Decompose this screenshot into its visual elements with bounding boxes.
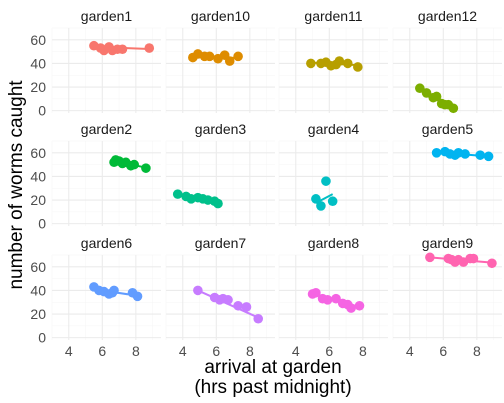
- x-tick-label: 8: [132, 343, 140, 359]
- facet-panel-garden11: garden11: [278, 8, 388, 113]
- facet-panel-garden6: garden6: [51, 235, 161, 340]
- facet-panel-garden5: garden5: [392, 121, 502, 226]
- y-tick-label: 40: [30, 55, 46, 71]
- data-point: [141, 163, 151, 173]
- facet-panel-garden12: garden12: [392, 8, 502, 114]
- facet-panel-garden2: garden2: [51, 121, 161, 226]
- data-point: [346, 303, 356, 313]
- facet-strip-label: garden4: [308, 121, 360, 137]
- data-point: [306, 58, 316, 69]
- facet-strip-label: garden6: [81, 235, 133, 251]
- data-point: [233, 51, 243, 62]
- data-point: [421, 88, 432, 98]
- data-point: [144, 43, 155, 53]
- data-point: [316, 201, 326, 211]
- data-point: [468, 253, 479, 264]
- facet-panels: garden1 garden10 garden11 garden12 garden2 ga…: [51, 8, 502, 340]
- facet-strip-label: garden10: [191, 8, 250, 24]
- data-point: [253, 313, 264, 324]
- data-point: [129, 159, 139, 170]
- y-tick-label: 0: [38, 216, 46, 232]
- x-axis-title-line-1: arrival at garden: [204, 357, 341, 378]
- y-tick-label: 60: [30, 145, 46, 161]
- data-point: [342, 58, 353, 69]
- data-point: [224, 56, 235, 66]
- data-point: [334, 56, 345, 66]
- facet-strip-label: garden5: [422, 121, 474, 137]
- facet-panel-garden1: garden1: [51, 8, 161, 113]
- data-point: [109, 285, 119, 296]
- data-point: [331, 293, 341, 304]
- data-point: [241, 302, 252, 312]
- y-tick-label: 0: [38, 330, 46, 346]
- data-point: [132, 291, 143, 302]
- facet-panel-garden4: garden4: [278, 121, 388, 226]
- y-tick-label: 40: [30, 168, 46, 184]
- x-tick-label: 6: [98, 343, 106, 359]
- y-tick-label: 20: [30, 306, 46, 322]
- y-axis-title: number of worms caught: [6, 80, 27, 290]
- data-point: [213, 198, 223, 209]
- data-point: [321, 176, 331, 186]
- facet-panel-garden3: garden3: [165, 121, 275, 226]
- y-tick-label: 60: [30, 32, 46, 48]
- facet-strip-label: garden12: [418, 8, 477, 24]
- y-axis-tick-labels: 0 20 40 60 0 20 40 60 0 20 40 60: [30, 32, 46, 346]
- y-tick-label: 60: [30, 259, 46, 275]
- facet-panel-garden9: garden9: [392, 235, 502, 340]
- facet-panel-garden10: garden10: [165, 8, 275, 113]
- data-point: [233, 300, 243, 311]
- x-axis-title-line-2: (hrs past midnight): [194, 377, 351, 398]
- x-tick-label: 8: [359, 343, 367, 359]
- facet-strip-label: garden2: [81, 121, 133, 137]
- data-point: [425, 252, 435, 263]
- data-point: [475, 150, 486, 160]
- facet-strip-label: garden9: [422, 235, 474, 251]
- x-tick-label: 6: [212, 343, 220, 359]
- data-point: [204, 51, 215, 62]
- x-tick-label: 8: [473, 343, 481, 359]
- x-tick-label: 4: [65, 343, 73, 359]
- facet-strip-label: garden1: [81, 8, 133, 24]
- data-point: [327, 196, 338, 207]
- facet-strip-label: garden8: [308, 235, 360, 251]
- data-point: [311, 194, 321, 204]
- data-point: [117, 44, 128, 55]
- data-point: [193, 285, 203, 296]
- x-tick-label: 8: [246, 343, 254, 359]
- data-point: [415, 83, 425, 94]
- data-point: [353, 62, 363, 72]
- y-tick-label: 0: [38, 103, 46, 119]
- x-tick-label: 4: [406, 343, 414, 359]
- facet-panel-garden7: garden7: [165, 235, 275, 340]
- facet-strip-label: garden7: [195, 235, 247, 251]
- data-point: [431, 148, 442, 158]
- y-tick-label: 20: [30, 192, 46, 208]
- data-point: [172, 189, 183, 199]
- data-point: [460, 149, 470, 159]
- data-point: [322, 295, 333, 305]
- data-point: [223, 295, 233, 305]
- facet-strip-label: garden3: [195, 121, 247, 137]
- y-tick-label: 20: [30, 79, 46, 95]
- facet-strip-label: garden11: [304, 8, 362, 24]
- data-point: [448, 103, 459, 114]
- x-tick-label: 4: [292, 343, 300, 359]
- facet-panel-garden8: garden8: [278, 235, 388, 340]
- x-tick-label: 6: [439, 343, 447, 359]
- x-tick-label: 4: [179, 343, 187, 359]
- data-point: [311, 287, 321, 298]
- x-tick-label: 6: [325, 343, 333, 359]
- data-point: [354, 300, 365, 311]
- data-point: [483, 151, 494, 162]
- x-axis-tick-labels: 4 6 8 4 6 8 4 6 8 4 6 8: [65, 343, 481, 359]
- y-tick-label: 40: [30, 282, 46, 298]
- data-point: [431, 91, 442, 102]
- data-point: [487, 258, 497, 269]
